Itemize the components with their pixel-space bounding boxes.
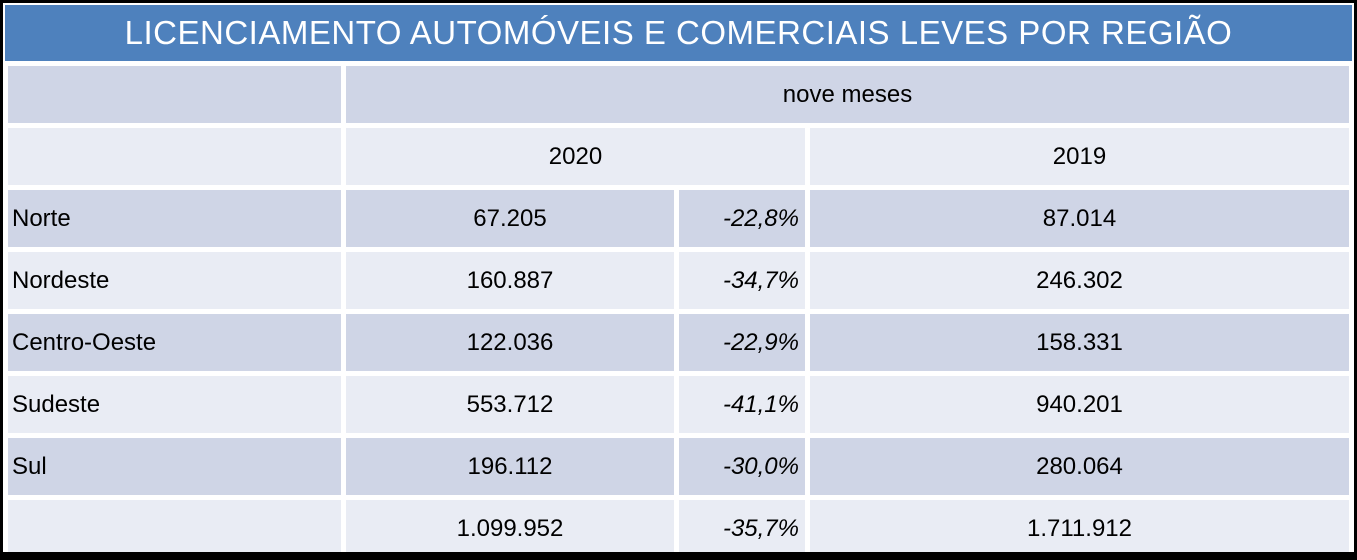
variation-pct: -22,8%: [679, 190, 805, 247]
value-2020: 122.036: [346, 314, 674, 371]
empty-corner-cell: [8, 66, 341, 123]
region-label: Norte: [8, 190, 341, 247]
empty-cell: [8, 128, 341, 185]
value-2019: 158.331: [810, 314, 1349, 371]
region-label: Nordeste: [8, 252, 341, 309]
value-2019: 280.064: [810, 438, 1349, 495]
variation-pct: -30,0%: [679, 438, 805, 495]
variation-pct: -22,9%: [679, 314, 805, 371]
value-2020: 67.205: [346, 190, 674, 247]
value-2020: 1.099.952: [346, 500, 674, 552]
region-label: Sudeste: [8, 376, 341, 433]
year-header-row: 2020 2019: [8, 128, 1349, 185]
variation-pct: -35,7%: [679, 500, 805, 552]
period-header-cell: nove meses: [346, 66, 1349, 123]
region-label: Centro-Oeste: [8, 314, 341, 371]
table-row-nordeste: Nordeste 160.887 -34,7% 246.302: [8, 252, 1349, 309]
period-header-row: nove meses: [8, 66, 1349, 123]
region-label-empty: [8, 500, 341, 552]
value-2019: 1.711.912: [810, 500, 1349, 552]
region-label: Sul: [8, 438, 341, 495]
year-2020-header-cell: 2020: [346, 128, 805, 185]
value-2019: 87.014: [810, 190, 1349, 247]
value-2020: 160.887: [346, 252, 674, 309]
value-2020: 196.112: [346, 438, 674, 495]
page-title: LICENCIAMENTO AUTOMÓVEIS E COMERCIAIS LE…: [5, 5, 1352, 61]
value-2019: 940.201: [810, 376, 1349, 433]
table-row-sudeste: Sudeste 553.712 -41,1% 940.201: [8, 376, 1349, 433]
table-row-centro-oeste: Centro-Oeste 122.036 -22,9% 158.331: [8, 314, 1349, 371]
value-2019: 246.302: [810, 252, 1349, 309]
table-row-norte: Norte 67.205 -22,8% 87.014: [8, 190, 1349, 247]
variation-pct: -41,1%: [679, 376, 805, 433]
licensing-by-region-table: nove meses 2020 2019 Norte 67.205 -22,8%…: [3, 61, 1354, 552]
table-row-sul: Sul 196.112 -30,0% 280.064: [8, 438, 1349, 495]
variation-pct: -34,7%: [679, 252, 805, 309]
value-2020: 553.712: [346, 376, 674, 433]
year-2019-header-cell: 2019: [810, 128, 1349, 185]
table-row-total: 1.099.952 -35,7% 1.711.912: [8, 500, 1349, 552]
